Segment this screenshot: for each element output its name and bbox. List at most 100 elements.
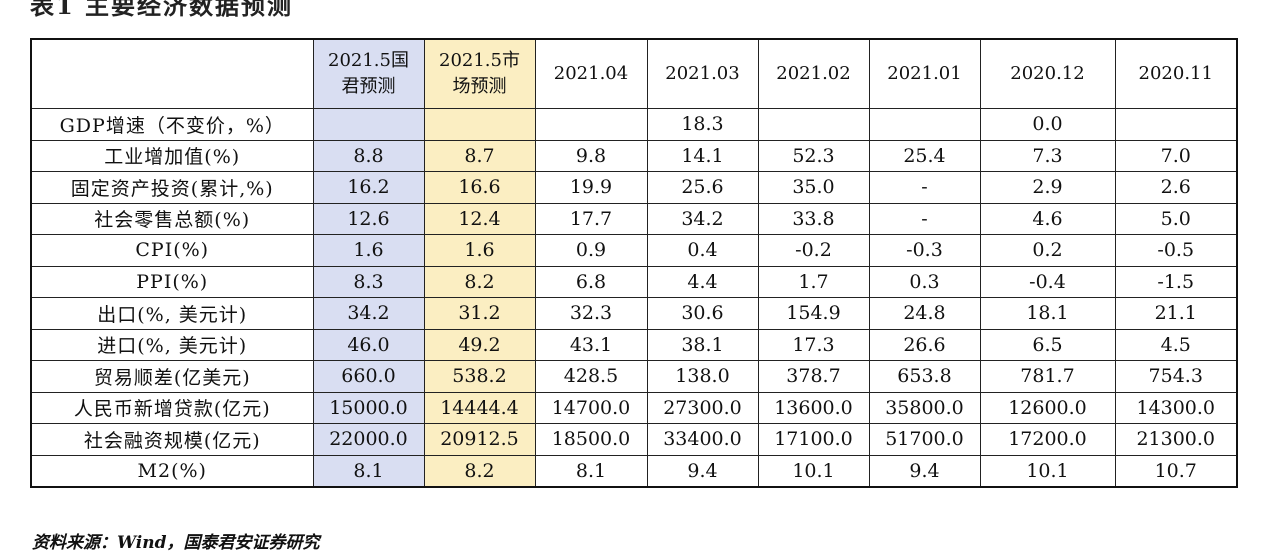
table-cell: 26.6 (868, 328, 981, 361)
table-cell: 0.4 (646, 234, 759, 267)
table-cell: 21.1 (1114, 297, 1238, 330)
table-cell: 1.7 (757, 265, 870, 298)
table-cell: 25.4 (868, 139, 981, 172)
row-label: 贸易顺差(亿美元) (30, 360, 314, 393)
table-cell: 6.8 (534, 265, 648, 298)
table-cell: 0.9 (534, 234, 648, 267)
table-cell: - (868, 171, 981, 204)
header-2021-04: 2021.04 (534, 38, 648, 109)
table-cell: 34.2 (312, 297, 425, 330)
table-title: 表1 主要经济数据预测 (30, 0, 294, 20)
table-row: 人民币新增贷款(亿元) 15000.0 14444.4 14700.0 27300.0 1… (30, 391, 1238, 424)
table-row: 出口(%, 美元计) 34.2 31.2 32.3 30.6 154.9 24.8 18.1 2… (30, 297, 1238, 330)
table-cell: 1.6 (423, 234, 536, 267)
table-cell: 32.3 (534, 297, 648, 330)
table-cell: 13600.0 (757, 391, 870, 424)
table-cell: 378.7 (757, 360, 870, 393)
table-cell: 653.8 (868, 360, 981, 393)
header-2021-01: 2021.01 (868, 38, 981, 109)
table-cell (868, 108, 981, 141)
table-cell: 8.1 (312, 454, 425, 488)
table-cell: 7.3 (979, 139, 1116, 172)
table-cell: 15000.0 (312, 391, 425, 424)
table-cell: 18500.0 (534, 423, 648, 456)
table-cell: 8.8 (312, 139, 425, 172)
table-cell: 21300.0 (1114, 423, 1238, 456)
table-cell: 34.2 (646, 202, 759, 235)
table-row: 社会零售总额(%) 12.6 12.4 17.7 34.2 33.8-4.6 5.0 (30, 202, 1238, 235)
table-cell: 18.1 (979, 297, 1116, 330)
table-cell: 17200.0 (979, 423, 1116, 456)
table-cell: 4.6 (979, 202, 1116, 235)
table-cell: 31.2 (423, 297, 536, 330)
table-cell: 538.2 (423, 360, 536, 393)
table-cell (423, 108, 536, 141)
row-label: PPI(%) (30, 265, 314, 298)
table-cell: 12.4 (423, 202, 536, 235)
table-cell: 9.8 (534, 139, 648, 172)
table-cell: 781.7 (979, 360, 1116, 393)
table-cell: -0.2 (757, 234, 870, 267)
table-cell (757, 108, 870, 141)
table-cell: 33.8 (757, 202, 870, 235)
table-row: M2(%) 8.1 8.2 8.1 9.4 10.1 9.4 10.1 10.7 (30, 454, 1238, 488)
table-header-row: 2021.5国 君预测 2021.5市 场预测 2021.04 2021.03 20… (30, 38, 1238, 109)
header-2021-02: 2021.02 (757, 38, 870, 109)
table-cell: 14.1 (646, 139, 759, 172)
table-cell: 754.3 (1114, 360, 1238, 393)
economic-data-table: 2021.5国 君预测 2021.5市 场预测 2021.04 2021.03 20… (30, 38, 1238, 488)
table-cell: 27300.0 (646, 391, 759, 424)
table-cell: 2.9 (979, 171, 1116, 204)
row-label: 固定资产投资(累计,%) (30, 171, 314, 204)
table-cell: 4.5 (1114, 328, 1238, 361)
table-cell: 49.2 (423, 328, 536, 361)
table-cell: 33400.0 (646, 423, 759, 456)
table-cell (534, 108, 648, 141)
table-cell: 18.3 (646, 108, 759, 141)
table-cell: 14300.0 (1114, 391, 1238, 424)
header-gtja-forecast: 2021.5国 君预测 (312, 38, 425, 109)
table-cell: 6.5 (979, 328, 1116, 361)
table-cell: 4.4 (646, 265, 759, 298)
table-cell: 12600.0 (979, 391, 1116, 424)
table-cell: 0.0 (979, 108, 1116, 141)
table-cell: 10.7 (1114, 454, 1238, 488)
header-corner (30, 38, 314, 109)
table-cell: 22000.0 (312, 423, 425, 456)
table-cell: 10.1 (979, 454, 1116, 488)
table-cell: 14700.0 (534, 391, 648, 424)
table-cell: 8.3 (312, 265, 425, 298)
table-cell: 38.1 (646, 328, 759, 361)
table-cell: -1.5 (1114, 265, 1238, 298)
table-cell: 9.4 (646, 454, 759, 488)
row-label: GDP增速（不变价，%） (30, 108, 314, 141)
table-row: 固定资产投资(累计,%) 16.2 16.6 19.9 25.6 35.0-2.9 2.6 (30, 171, 1238, 204)
table-row: 贸易顺差(亿美元) 660.0 538.2 428.5 138.0 378.7 653.8 7… (30, 360, 1238, 393)
header-market-forecast: 2021.5市 场预测 (423, 38, 536, 109)
table-cell: 16.2 (312, 171, 425, 204)
table-cell: 16.6 (423, 171, 536, 204)
table-cell: 9.4 (868, 454, 981, 488)
table-cell: 30.6 (646, 297, 759, 330)
table-cell: 8.2 (423, 265, 536, 298)
table-row: 工业增加值(%) 8.8 8.7 9.8 14.1 52.3 25.4 7.3 7.0 (30, 139, 1238, 172)
table-cell: 51700.0 (868, 423, 981, 456)
table-row: 社会融资规模(亿元) 22000.0 20912.5 18500.0 33400.0 17… (30, 423, 1238, 456)
table-cell: 43.1 (534, 328, 648, 361)
table-body: GDP增速（不变价，%） 18.3 0.0 工业增加值(%) 8.8 8.7 9.8 14.1… (30, 108, 1238, 488)
table-cell: 8.2 (423, 454, 536, 488)
row-label: 进口(%, 美元计) (30, 328, 314, 361)
table-row: CPI(%) 1.6 1.6 0.9 0.4 -0.2 -0.3 0.2 -0.5 (30, 234, 1238, 267)
table-cell (1114, 108, 1238, 141)
row-label: 社会融资规模(亿元) (30, 423, 314, 456)
table-row: PPI(%) 8.3 8.2 6.8 4.4 1.7 0.3 -0.4 -1.5 (30, 265, 1238, 298)
table-cell: 17.7 (534, 202, 648, 235)
row-label: 出口(%, 美元计) (30, 297, 314, 330)
table-cell: 2.6 (1114, 171, 1238, 204)
table-cell: 17100.0 (757, 423, 870, 456)
table-cell: 52.3 (757, 139, 870, 172)
table-cell: -0.5 (1114, 234, 1238, 267)
table-cell: 138.0 (646, 360, 759, 393)
table-cell: 428.5 (534, 360, 648, 393)
table-row: GDP增速（不变价，%） 18.3 0.0 (30, 108, 1238, 141)
